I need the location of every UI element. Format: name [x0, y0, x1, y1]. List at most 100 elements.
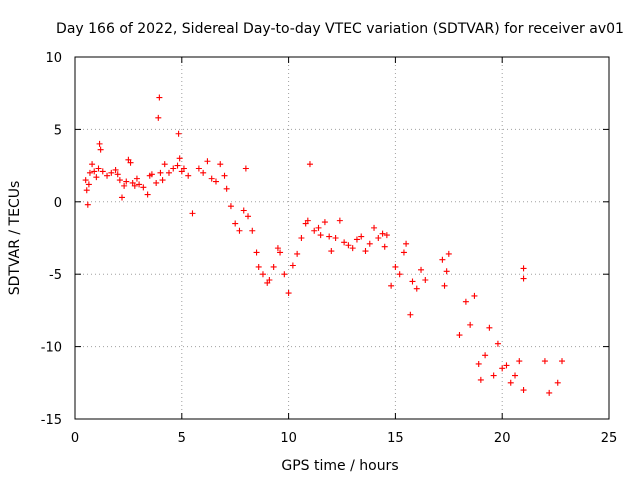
data-point	[358, 233, 365, 240]
data-point	[232, 220, 239, 227]
data-point	[82, 177, 89, 184]
data-point	[277, 249, 284, 256]
data-point	[204, 158, 211, 165]
data-point	[407, 311, 414, 318]
data-point	[471, 292, 478, 299]
data-point	[208, 175, 215, 182]
data-point	[242, 165, 249, 172]
data-point	[477, 376, 484, 383]
data-point	[180, 165, 187, 172]
data-point	[236, 227, 243, 234]
data-point	[185, 172, 192, 179]
y-tick-label: -10	[41, 341, 62, 356]
data-point	[200, 169, 207, 176]
data-point	[253, 249, 260, 256]
data-point	[156, 94, 163, 101]
data-point	[118, 194, 125, 201]
data-point	[371, 224, 378, 231]
data-point	[136, 181, 143, 188]
data-point	[413, 285, 420, 292]
data-point	[520, 265, 527, 272]
data-point	[298, 235, 305, 241]
data-point	[223, 185, 230, 192]
data-point	[400, 249, 407, 256]
data-point	[326, 233, 333, 240]
data-point	[195, 165, 202, 172]
data-point	[112, 166, 119, 173]
data-point	[546, 389, 553, 396]
y-tick-label: 10	[45, 51, 62, 66]
x-tick-label: 25	[601, 431, 618, 446]
data-point	[475, 360, 482, 367]
y-tick-label: -5	[49, 268, 62, 283]
data-point	[383, 232, 390, 239]
data-point	[559, 358, 566, 365]
data-point	[345, 242, 352, 249]
data-point	[294, 250, 301, 257]
grid-lines	[75, 57, 609, 419]
data-point	[321, 219, 328, 226]
data-point	[439, 256, 446, 263]
data-point	[116, 177, 123, 184]
data-point	[379, 230, 386, 237]
data-point	[516, 358, 523, 365]
data-point	[121, 182, 128, 189]
data-point	[396, 271, 403, 278]
x-tick-label: 15	[387, 431, 404, 446]
x-tick-label: 0	[71, 431, 79, 446]
data-point	[541, 358, 548, 365]
x-tick-label: 5	[178, 431, 186, 446]
data-point	[240, 207, 247, 214]
data-point	[289, 262, 296, 269]
data-point	[285, 290, 292, 297]
data-point	[443, 268, 450, 275]
data-point	[108, 169, 115, 176]
data-point	[174, 162, 181, 169]
data-point	[175, 130, 182, 137]
data-point	[123, 178, 130, 185]
data-point	[349, 245, 356, 252]
data-point	[456, 332, 463, 339]
data-point	[512, 372, 519, 379]
data-point	[520, 275, 527, 282]
data-point	[131, 182, 138, 189]
data-point	[418, 266, 425, 273]
chart-title: Day 166 of 2022, Sidereal Day-to-day VTE…	[56, 21, 624, 37]
data-point	[140, 184, 147, 191]
data-point	[311, 227, 318, 234]
data-point	[467, 321, 474, 328]
data-point	[507, 379, 514, 386]
data-point	[266, 276, 273, 283]
data-point	[93, 174, 100, 181]
data-point	[96, 140, 103, 147]
data-point	[227, 203, 234, 210]
data-point	[155, 114, 162, 121]
data-point	[304, 217, 311, 224]
data-points	[82, 94, 566, 396]
x-tick-label: 20	[494, 431, 511, 446]
data-point	[127, 159, 134, 166]
data-point	[520, 387, 527, 394]
plot-frame	[74, 56, 610, 420]
data-point	[270, 263, 277, 270]
data-point	[148, 171, 155, 178]
data-point	[362, 248, 369, 255]
data-point	[336, 217, 343, 224]
data-point	[153, 179, 160, 186]
data-point	[490, 372, 497, 379]
data-point	[341, 239, 348, 246]
data-point	[499, 365, 506, 372]
x-tick-label: 10	[280, 431, 297, 446]
data-point	[84, 201, 91, 208]
data-point	[104, 172, 111, 179]
data-point	[482, 352, 489, 359]
data-point	[462, 298, 469, 305]
data-point	[255, 263, 262, 270]
data-point	[86, 169, 93, 176]
data-point	[221, 172, 228, 179]
data-point	[486, 324, 493, 331]
y-tick-labels: -15 -10 -5 0 5 10	[41, 51, 62, 428]
axis-ticks	[74, 56, 610, 420]
data-point	[170, 165, 177, 172]
